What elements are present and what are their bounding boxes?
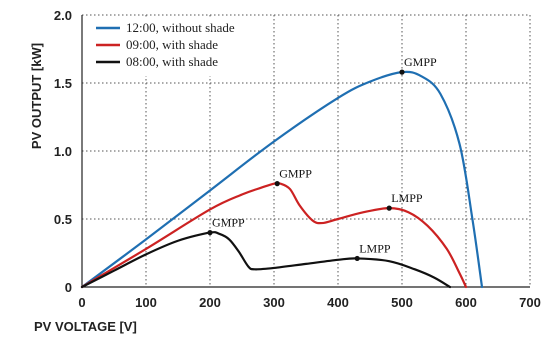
mpp-label: GMPP (279, 167, 312, 181)
legend: 12:00, without shade 09:00, with shade 08:… (90, 19, 256, 76)
grid (82, 14, 531, 287)
y-tick-label: 0 (65, 280, 72, 295)
x-tick-label: 100 (135, 295, 157, 310)
x-tick-label: 400 (327, 295, 349, 310)
y-tick-label: 1.0 (54, 144, 72, 159)
x-axis-title: PV VOLTAGE [V] (34, 319, 137, 334)
series-lines (80, 70, 484, 289)
y-tick-label: 1.5 (54, 76, 72, 91)
y-axis-title: PV OUTPUT [kW] (29, 43, 44, 149)
x-tick-label: 700 (519, 295, 541, 310)
x-tick-label: 500 (391, 295, 413, 310)
legend-label: 12:00, without shade (126, 20, 235, 35)
mpp-label: LMPP (391, 191, 423, 205)
y-tick-label: 2.0 (54, 8, 72, 23)
axes: 0 100 200 300 400 500 600 700 0 0.5 1.0 1.5 2.0 (54, 8, 541, 310)
mpp-marker (274, 181, 280, 187)
x-tick-label: 0 (78, 295, 85, 310)
mpp-marker (386, 205, 392, 211)
legend-label: 08:00, with shade (126, 54, 218, 69)
mpp-label: GMPP (212, 216, 245, 230)
mpp-marker (399, 69, 405, 75)
x-tick-label: 300 (263, 295, 285, 310)
x-tick-label: 200 (199, 295, 221, 310)
mpp-marker (207, 230, 213, 236)
x-tick-label: 600 (455, 295, 477, 310)
legend-label: 09:00, with shade (126, 37, 218, 52)
series-line-3 (80, 231, 452, 289)
y-tick-label: 0.5 (54, 212, 72, 227)
series-line-2 (80, 181, 468, 289)
mpp-label: LMPP (359, 241, 391, 255)
series-line-1 (80, 70, 484, 289)
mpp-label: GMPP (404, 55, 437, 69)
annotations: GMPP GMPP LMPP GMPP LMPP (207, 55, 437, 262)
mpp-marker (354, 255, 360, 262)
